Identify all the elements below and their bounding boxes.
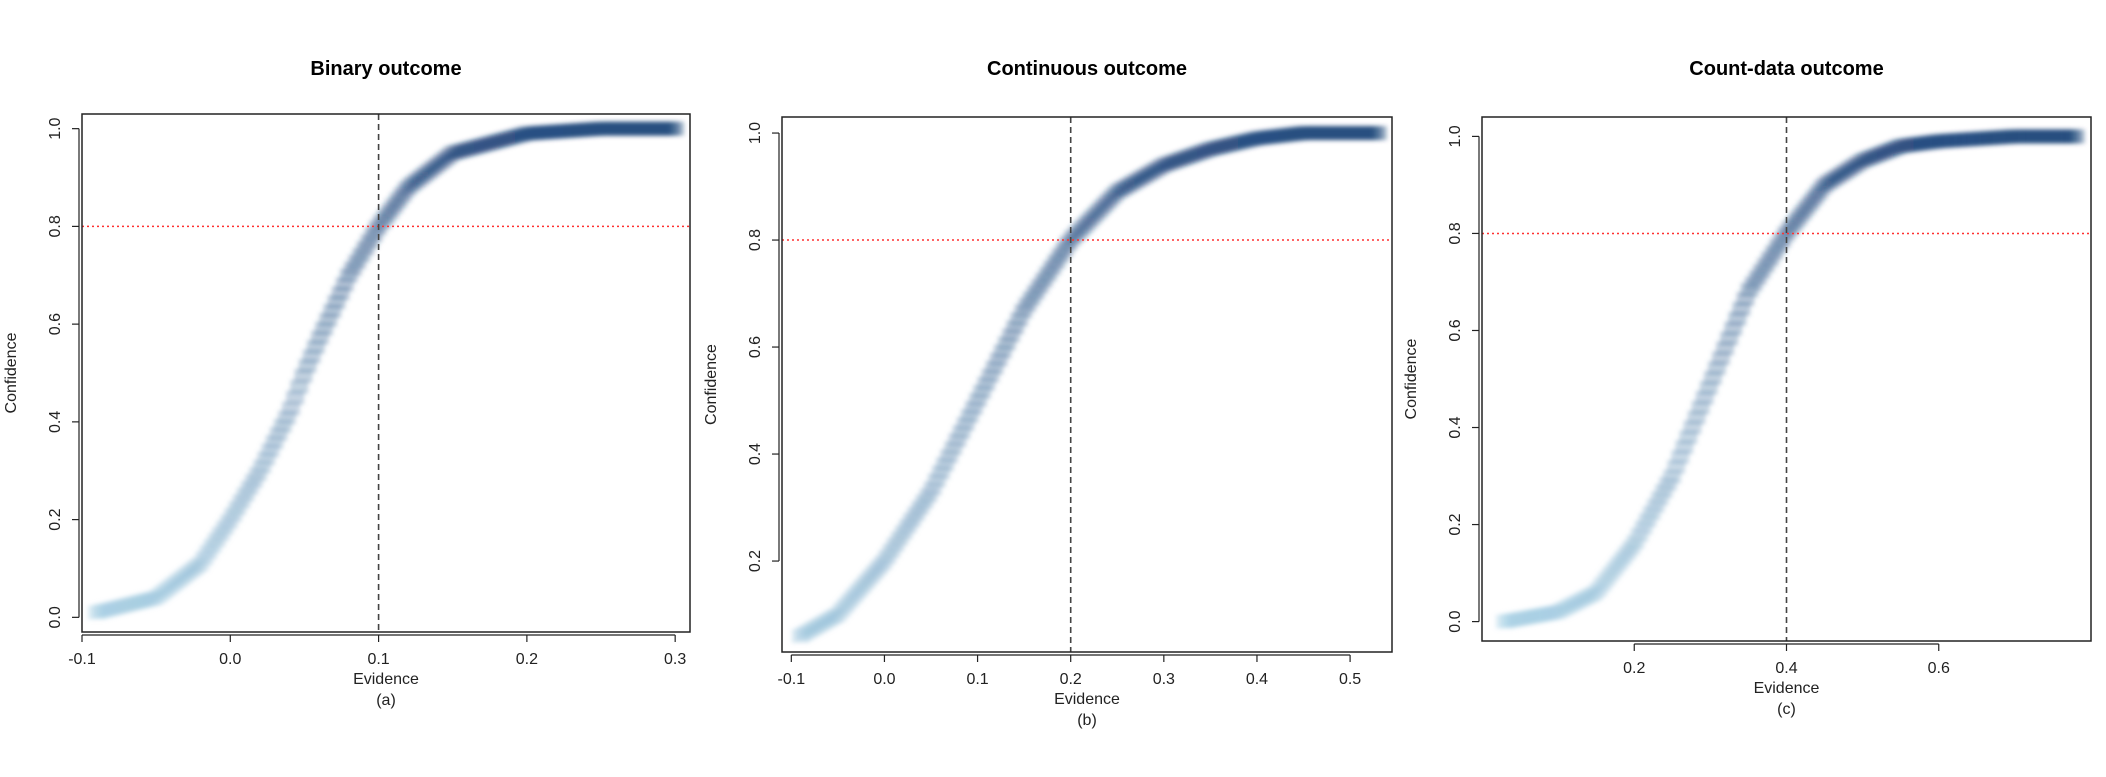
x-tick-label: 0.0 bbox=[219, 651, 241, 668]
x-axis-label: Evidence bbox=[353, 671, 419, 688]
x-tick-label: 0.2 bbox=[1623, 660, 1645, 677]
x-tick-label: 0.3 bbox=[664, 651, 686, 668]
plot-frame bbox=[81, 113, 691, 633]
y-axis-label: Confidence bbox=[703, 344, 720, 425]
x-tick-label: 0.6 bbox=[1928, 660, 1950, 677]
y-tick-label: 0.2 bbox=[1447, 513, 1464, 535]
y-tick-label: 0.2 bbox=[747, 550, 764, 572]
y-tick-label: 1.0 bbox=[1447, 125, 1464, 147]
data-point bbox=[281, 401, 300, 416]
data-point bbox=[290, 379, 309, 394]
panel-caption: (a) bbox=[376, 692, 396, 709]
x-tick-label: 0.0 bbox=[873, 671, 895, 688]
y-tick-label: 0.2 bbox=[47, 508, 64, 530]
y-tick-label: 0.8 bbox=[1447, 222, 1464, 244]
y-axis-label: Confidence bbox=[3, 332, 20, 413]
y-tick-label: 0.6 bbox=[747, 336, 764, 358]
y-tick-label: 0.6 bbox=[1447, 319, 1464, 341]
data-band bbox=[87, 121, 685, 620]
y-tick-label: 0.6 bbox=[47, 313, 64, 335]
x-tick-label: 0.2 bbox=[1060, 671, 1082, 688]
x-tick-label: -0.1 bbox=[68, 651, 96, 668]
chart-title: Continuous outcome bbox=[987, 58, 1187, 80]
panel-caption: (b) bbox=[1077, 712, 1097, 729]
y-tick-label: 0.8 bbox=[747, 229, 764, 251]
x-tick-label: 0.3 bbox=[1153, 671, 1175, 688]
panel-b: Continuous outcome -0.1 0.0 0.1 0.2 0.3 0.4 0.5… bbox=[703, 58, 1393, 729]
x-tick-label: 0.4 bbox=[1775, 660, 1797, 677]
x-axis-label: Evidence bbox=[1054, 691, 1120, 708]
y-tick-label: 1.0 bbox=[747, 122, 764, 144]
panel-a: Binary outcome -0.1 0.0 0.1 0.2 0.3 0.0 0.2 0.4 0… bbox=[3, 58, 691, 709]
plot-frame bbox=[781, 116, 1393, 653]
data-point bbox=[286, 390, 305, 405]
x-tick-label: 0.1 bbox=[966, 671, 988, 688]
y-tick-label: 0.4 bbox=[747, 443, 764, 465]
y-axis-label: Confidence bbox=[1403, 338, 1420, 419]
y-tick-label: 1.0 bbox=[47, 117, 64, 139]
chart-title: Count-data outcome bbox=[1689, 58, 1883, 80]
data-band bbox=[791, 126, 1388, 643]
x-tick-label: 0.1 bbox=[367, 651, 389, 668]
y-tick-label: 0.4 bbox=[47, 411, 64, 433]
data-point bbox=[1369, 126, 1388, 141]
data-point bbox=[2066, 129, 2085, 144]
x-axis-label: Evidence bbox=[1754, 680, 1820, 697]
y-tick-label: 0.0 bbox=[47, 606, 64, 628]
y-tick-label: 0.4 bbox=[1447, 416, 1464, 438]
plot-frame bbox=[1481, 116, 2092, 642]
x-tick-label: 0.5 bbox=[1339, 671, 1361, 688]
panel-caption: (c) bbox=[1777, 701, 1796, 718]
panel-c: Count-data outcome 0.2 0.4 0.6 0.0 0.2 0.4 0.6 0… bbox=[1403, 58, 2092, 718]
x-tick-label: -0.1 bbox=[778, 671, 806, 688]
data-band bbox=[1495, 129, 2085, 629]
x-tick-label: 0.4 bbox=[1246, 671, 1268, 688]
y-tick-label: 0.8 bbox=[47, 215, 64, 237]
data-point bbox=[666, 121, 685, 136]
x-tick-label: 0.2 bbox=[516, 651, 538, 668]
y-tick-label: 0.0 bbox=[1447, 610, 1464, 632]
chart-title: Binary outcome bbox=[310, 58, 461, 80]
